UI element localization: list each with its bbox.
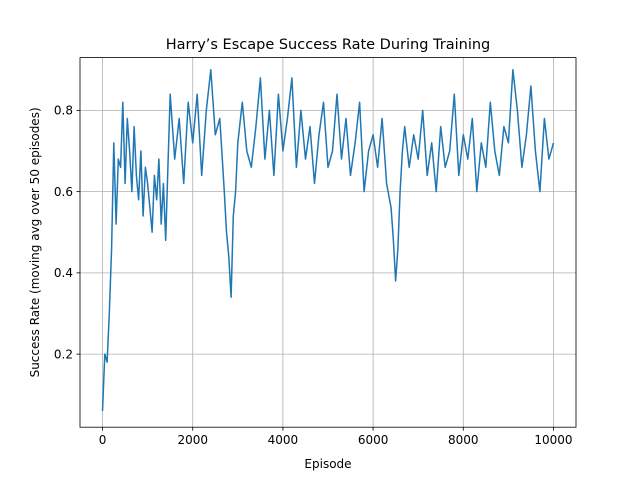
y-tick-label: 0.4 [54,266,73,280]
y-tick-label: 0.2 [54,347,73,361]
x-tick-label: 0 [99,433,107,447]
grid-lines [80,57,576,428]
x-tick-label: 4000 [268,433,299,447]
axes [79,57,577,428]
x-axis-label: Episode [304,457,351,471]
y-tick-label: 0.8 [54,104,73,118]
y-axis-label: Success Rate (moving avg over 50 episode… [28,107,42,377]
plot-frame [79,57,577,428]
series-line-layer [101,69,555,412]
x-axis-ticks: 0 2000 4000 6000 8000 10000 [99,427,573,447]
y-axis-ticks: 0.2 0.4 0.6 0.8 [54,104,80,361]
x-tick-label: 8000 [448,433,479,447]
x-tick-label: 2000 [177,433,208,447]
x-tick-label: 6000 [358,433,389,447]
x-tick-label: 10000 [534,433,572,447]
success-rate-line [101,69,555,412]
chart-title: Harry’s Escape Success Rate During Train… [166,37,491,53]
y-tick-label: 0.6 [54,185,73,199]
